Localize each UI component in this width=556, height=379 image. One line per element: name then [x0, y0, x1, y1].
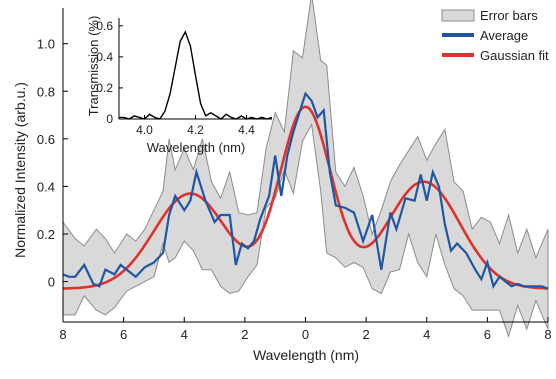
legend-label: Gaussian fit: [480, 48, 549, 63]
x-axis-title: Wavelength (nm): [253, 347, 359, 363]
y-tick-label: 1.0: [37, 37, 55, 52]
inset-plot: 0 0.2 0.4 0.6 4.0 4.2 4.4 Wavelength (nm) Tran…: [86, 16, 273, 155]
legend-label: Error bars: [480, 8, 538, 23]
x-tick-label: 8: [59, 327, 66, 342]
x-tick-label: 4: [423, 327, 430, 342]
y-tick-label: 0.4: [37, 179, 55, 194]
x-tick-label: 2: [363, 327, 370, 342]
inset-y-tick-label: 0.4: [96, 50, 113, 64]
inset-y-tick-label: 0.6: [96, 19, 113, 33]
inset-y-tick-label: 0: [106, 112, 113, 126]
x-tick-label: 8: [544, 327, 551, 342]
x-tick-label: 0: [302, 327, 309, 342]
x-tick-label: 6: [120, 327, 127, 342]
x-tick-label: 6: [484, 327, 491, 342]
legend-label: Average: [480, 28, 528, 43]
y-tick-label: 0.6: [37, 132, 55, 147]
inset-axes: 0 0.2 0.4 0.6 4.0 4.2 4.4: [96, 18, 272, 137]
average-line: [62, 91, 549, 290]
inset-x-axis-title: Wavelength (nm): [147, 140, 246, 155]
error-band: [62, 0, 549, 338]
inset-y-tick-label: 0.2: [96, 81, 113, 95]
main-plot: 0 0.2 0.4 0.6 0.8 1.0 8 6 4 2 0 2 4 6 8 Wavelength (nm…: [12, 0, 552, 363]
y-tick-label: 0.8: [37, 84, 55, 99]
inset-transmission-line: [119, 30, 273, 120]
main-axes: 0 0.2 0.4 0.6 0.8 1.0 8 6 4 2 0 2 4 6 8: [37, 8, 552, 342]
y-tick-label: 0: [48, 275, 55, 290]
inset-x-tick-label: 4.4: [238, 123, 255, 137]
inset-y-axis-title: Transmission (%): [86, 16, 101, 117]
x-tick-label: 2: [241, 327, 248, 342]
y-tick-label: 0.2: [37, 227, 55, 242]
x-tick-label: 4: [181, 327, 188, 342]
gaussian-fit-line: [62, 105, 549, 290]
legend: Error bars Average Gaussian fit: [441, 8, 549, 63]
inset-x-tick-label: 4.0: [136, 123, 153, 137]
y-axis-title: Normalized Intensity (arb.u.): [12, 82, 28, 258]
legend-swatch-error-bars: [441, 9, 475, 22]
inset-x-tick-label: 4.2: [187, 123, 204, 137]
